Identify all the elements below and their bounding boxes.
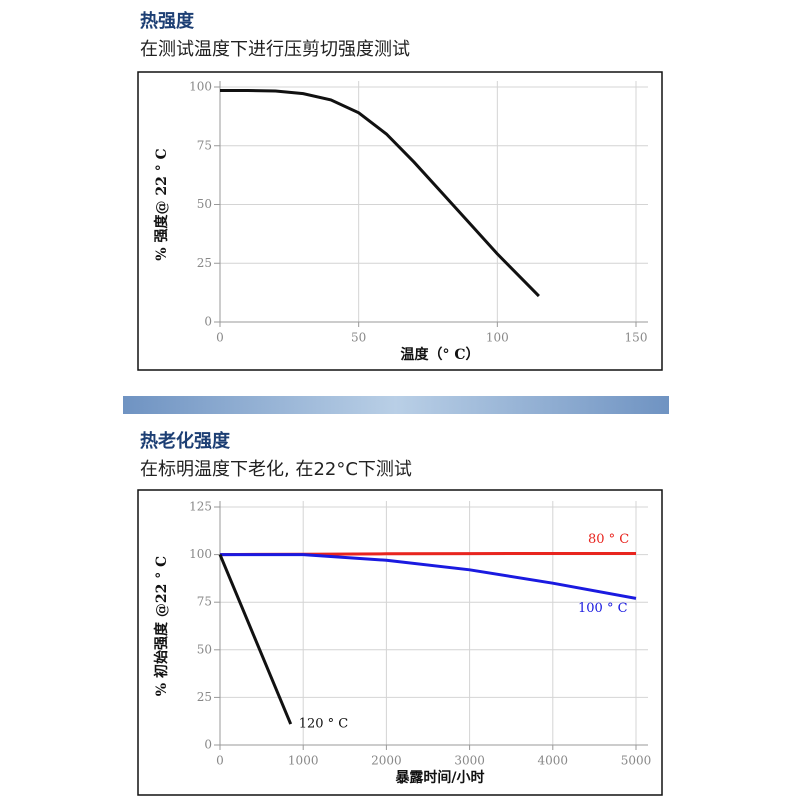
y-tick-label: 125 (189, 500, 212, 514)
x-tick-label: 50 (351, 331, 366, 345)
y-tick-label: 100 (189, 80, 212, 94)
y-tick-label: 100 (189, 547, 212, 561)
y-tick-label: 50 (197, 197, 212, 211)
x-tick-label: 100 (486, 331, 509, 345)
series-label: 80 ° C (588, 532, 629, 547)
chart-title: 热老化强度 (140, 430, 231, 452)
divider-band (123, 396, 669, 414)
y-tick-label: 75 (197, 595, 212, 609)
x-tick-label: 4000 (538, 754, 569, 768)
x-tick-label: 5000 (621, 754, 652, 768)
x-tick-label: 1000 (288, 754, 319, 768)
x-tick-label: 3000 (454, 754, 485, 768)
x-tick-label: 150 (625, 331, 648, 345)
y-tick-label: 0 (204, 738, 212, 752)
y-tick-label: 75 (197, 138, 212, 152)
y-tick-label: 25 (197, 256, 212, 270)
chart-subtitle: 在标明温度下老化, 在22°C下测试 (140, 459, 412, 480)
y-tick-label: 50 (197, 642, 212, 656)
data-line (220, 89, 540, 298)
series-label: 100 ° C (578, 601, 628, 616)
data-line (220, 553, 637, 600)
y-tick-label: 25 (197, 690, 212, 704)
x-axis-label: 暴露时间/小时 (394, 769, 484, 786)
x-axis-label: 温度（° C） (400, 346, 479, 363)
x-tick-label: 2000 (371, 754, 402, 768)
x-tick-label: 0 (216, 754, 224, 768)
series-label: 120 ° C (299, 717, 349, 732)
chart-frame (137, 489, 663, 796)
y-axis-label: % 初始强度 @22 ° C (153, 556, 170, 696)
x-tick-label: 0 (216, 331, 224, 345)
y-axis-label: % 强度@ 22 ° C (153, 148, 170, 260)
y-tick-label: 0 (204, 315, 212, 329)
chart-frame (137, 71, 663, 371)
data-line (218, 554, 293, 725)
chart-title: 热强度 (140, 10, 195, 32)
chart-subtitle: 在测试温度下进行压剪切强度测试 (140, 39, 410, 60)
